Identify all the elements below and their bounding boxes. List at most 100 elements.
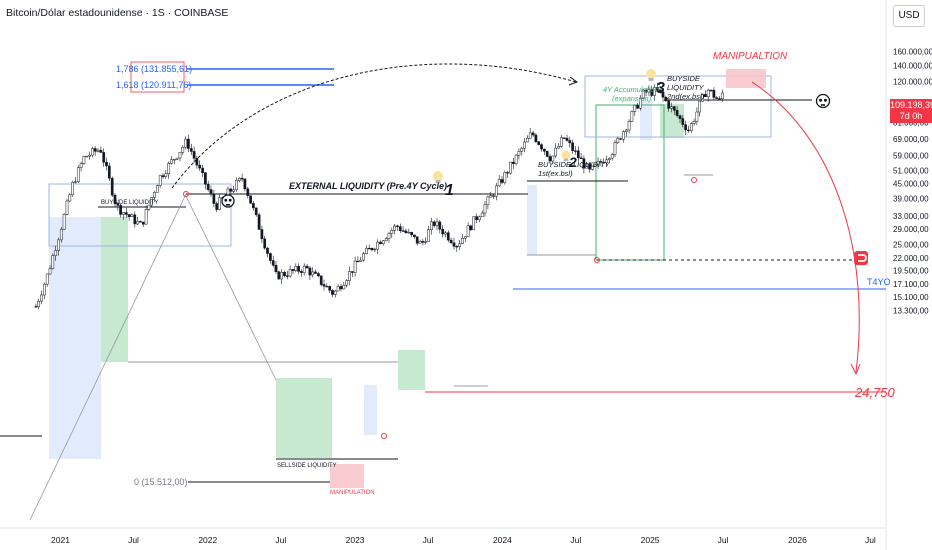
candle-down	[105, 161, 108, 167]
candle-up	[514, 154, 518, 164]
x-tick-label: Jul	[865, 535, 876, 545]
candle-up	[136, 221, 139, 225]
candle-down	[545, 150, 549, 157]
candle-down	[252, 203, 255, 209]
y-axis[interactable]: 160.000,00140.000,00120.000,00107.000,00…	[893, 47, 932, 315]
candle-down	[574, 150, 577, 152]
red-arc-arrow	[751, 81, 860, 373]
candle-down	[246, 188, 250, 196]
candle-down	[537, 141, 541, 145]
marker-2021-top	[183, 191, 189, 197]
candle-up	[74, 181, 77, 183]
candle-up	[37, 300, 41, 307]
candle-down	[325, 285, 329, 288]
candle-up	[91, 148, 94, 156]
candle-down	[492, 195, 495, 197]
accumulation-label-b: (expansion)	[612, 94, 652, 103]
candle-down	[602, 161, 606, 164]
candle-down	[644, 89, 648, 93]
candle-down	[240, 177, 244, 180]
candle-down	[206, 183, 210, 190]
candle-up	[342, 284, 346, 290]
candle-down	[127, 214, 131, 217]
candle-down	[568, 140, 572, 144]
candle-up	[692, 121, 696, 124]
candle-up	[720, 92, 724, 100]
candle-up	[353, 260, 357, 273]
y-tick-label: 22.000,00	[893, 254, 929, 263]
candle-up	[480, 212, 484, 218]
candle-down	[263, 238, 267, 249]
blue-zone-2024	[527, 185, 537, 255]
candle-up	[150, 197, 154, 206]
candle-down	[379, 241, 382, 245]
candle-down	[398, 226, 402, 231]
candle-down	[534, 134, 538, 143]
candle-up	[184, 138, 187, 148]
candle-up	[593, 164, 597, 167]
candle-up	[178, 151, 182, 159]
outline-box-2025	[584, 75, 772, 138]
candle-up	[156, 185, 159, 193]
candle-up	[633, 104, 637, 112]
candle-up	[82, 156, 86, 164]
candle-up	[435, 221, 439, 226]
y-tick-label: 120.000,00	[893, 77, 932, 86]
candle-down	[116, 203, 120, 206]
candle-down	[712, 90, 716, 98]
candle-up	[57, 239, 60, 251]
candle-up	[144, 209, 148, 225]
candle-down	[322, 284, 326, 287]
candle-down	[119, 205, 122, 215]
candles	[34, 82, 724, 310]
candle-up	[311, 271, 315, 276]
manipulation-small-label: MANIPULATION	[330, 490, 375, 496]
candle-down	[576, 150, 580, 159]
candle-down	[110, 177, 114, 196]
candle-up	[585, 163, 589, 169]
candle-up	[170, 159, 173, 164]
candle-up	[427, 229, 430, 242]
x-tick-label: Jul	[718, 535, 729, 545]
candle-up	[158, 175, 162, 186]
candle-down	[582, 158, 586, 169]
x-axis[interactable]: 2021 Jul 2022 Jul 2023 Jul 2024 Jul 2025 Jul 2026 J…	[51, 535, 876, 545]
candle-down	[656, 87, 659, 90]
candle-up	[526, 137, 529, 143]
candle-down	[681, 118, 685, 125]
candle-up	[130, 214, 134, 217]
manipulation-zone-2022	[330, 464, 364, 488]
candle-down	[571, 142, 574, 151]
candle-up	[610, 154, 614, 159]
candle-down	[107, 165, 111, 179]
currency-button[interactable]: USD	[893, 5, 925, 27]
candle-down	[339, 286, 343, 290]
candle-up	[418, 241, 422, 244]
candle-down	[709, 89, 713, 92]
candle-down	[209, 189, 213, 195]
buyside-1st-label-a: BUYSIDE LIQUIDITY	[538, 160, 611, 169]
candle-down	[277, 271, 281, 280]
number-2-label: 2	[568, 154, 577, 170]
candle-down	[413, 234, 416, 238]
fib-label-box	[130, 61, 185, 93]
candle-down	[285, 275, 289, 277]
candle-down	[102, 152, 106, 163]
candle-up	[483, 204, 487, 214]
candle-up	[373, 248, 377, 251]
marker-2025	[691, 177, 697, 183]
candle-down	[34, 306, 38, 308]
candle-down	[243, 178, 247, 190]
candle-down	[675, 110, 679, 116]
candle-down	[305, 265, 309, 269]
lightbulb-icon	[646, 69, 656, 81]
candle-up	[613, 142, 617, 155]
candle-up	[122, 212, 125, 215]
candle-down	[506, 172, 509, 174]
x-tick-label: Jul	[423, 535, 434, 545]
candle-up	[461, 237, 464, 244]
candle-up	[384, 238, 388, 242]
candle-up	[237, 177, 241, 181]
candle-down	[718, 98, 721, 100]
